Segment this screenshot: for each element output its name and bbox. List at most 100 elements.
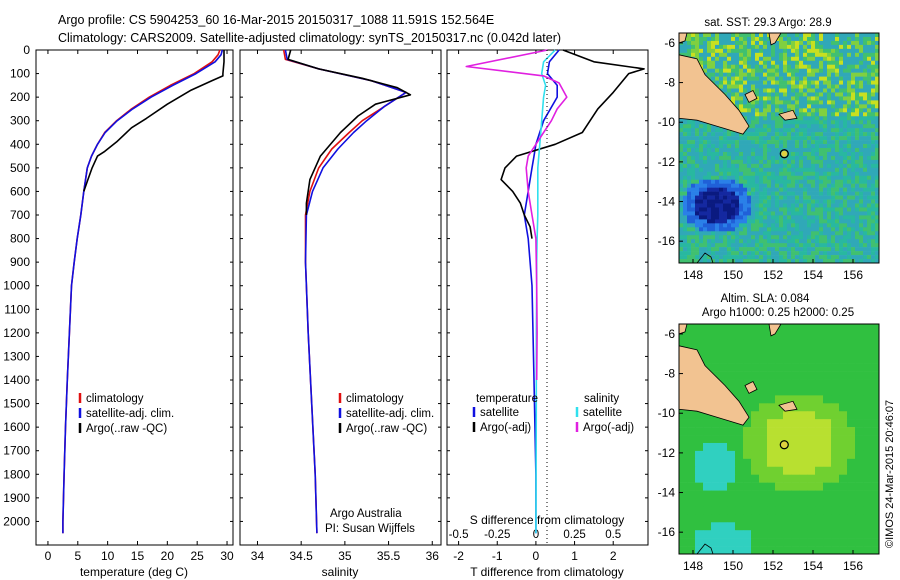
- map-cell: [855, 215, 860, 220]
- map-cell: [695, 163, 700, 169]
- map-cell: [735, 203, 740, 208]
- map-cell: [775, 76, 780, 81]
- map-cell: [855, 163, 860, 169]
- map-cell: [743, 427, 752, 436]
- map-cell: [847, 96, 852, 101]
- map-cell: [735, 223, 740, 228]
- map-cell: [743, 207, 748, 212]
- legend-label: satellite-adj. clim.: [346, 408, 434, 420]
- map-cell: [775, 419, 784, 428]
- map-cell: [807, 450, 816, 460]
- map-cell: [767, 44, 772, 50]
- map-cell: [835, 33, 840, 38]
- map-cell: [843, 44, 848, 50]
- map-cell: [759, 235, 764, 240]
- map-cell: [855, 239, 860, 244]
- map-cell: [811, 239, 816, 244]
- map-cell: [827, 183, 832, 188]
- map-cell: [723, 211, 728, 216]
- map-cell: [867, 92, 872, 97]
- map-cell: [815, 167, 820, 173]
- map-cell: [687, 530, 696, 539]
- map-cell: [803, 255, 808, 260]
- map-cell: [687, 151, 692, 157]
- map-cell: [807, 120, 812, 125]
- map-cell: [803, 136, 808, 141]
- map-cell: [811, 187, 816, 192]
- map-cell: [755, 191, 760, 196]
- map-cell: [803, 211, 808, 216]
- map-cell: [711, 546, 720, 555]
- map-cell: [839, 243, 844, 248]
- map-cell: [731, 195, 736, 200]
- map-cell: [719, 163, 724, 169]
- map-cell: [807, 538, 816, 547]
- map-cell: [743, 163, 748, 169]
- map-cell: [867, 187, 872, 192]
- map-cell: [711, 331, 720, 341]
- map-cell: [823, 159, 828, 165]
- map-cell: [683, 167, 688, 173]
- map-cell: [779, 259, 784, 264]
- map-cell: [743, 191, 748, 196]
- map-cell: [831, 538, 840, 547]
- map-cell: [787, 171, 792, 177]
- map-cell: [807, 96, 812, 101]
- map-cell: [775, 44, 780, 50]
- map-cell: [855, 435, 864, 444]
- map-cell: [763, 195, 768, 200]
- map-cell: [759, 148, 764, 153]
- map-cell: [843, 223, 848, 228]
- map-cell: [847, 175, 852, 181]
- map-cell: [855, 506, 864, 515]
- map-cell: [847, 255, 852, 260]
- map-cell: [807, 435, 816, 444]
- map-cell: [795, 231, 800, 236]
- map-cell: [743, 96, 748, 101]
- map-cell: [691, 231, 696, 236]
- map-cell: [755, 159, 760, 165]
- map-cell: [763, 219, 768, 224]
- map-cell: [703, 60, 708, 66]
- map-cell: [687, 199, 692, 204]
- map-cell: [735, 100, 740, 105]
- map-cell: [691, 167, 696, 173]
- map-cell: [867, 191, 872, 196]
- map-cell: [719, 68, 724, 73]
- map-cell: [771, 183, 776, 188]
- map-cell: [855, 144, 860, 149]
- map-cell: [815, 522, 824, 531]
- map-cell: [799, 331, 808, 341]
- map-cell: [763, 36, 768, 42]
- map-cell: [743, 199, 748, 204]
- map-cell: [775, 215, 780, 220]
- map-cell: [731, 155, 736, 161]
- map-cell: [819, 163, 824, 169]
- map-cell: [731, 199, 736, 204]
- map-cell: [751, 331, 760, 341]
- map-cell: [871, 76, 876, 81]
- map-cell: [867, 96, 872, 101]
- map-cell: [783, 215, 788, 220]
- map-cell: [679, 155, 684, 161]
- map-cell: [679, 255, 684, 260]
- map-cell: [819, 227, 824, 232]
- map-cell: [763, 88, 768, 93]
- map-cell: [843, 195, 848, 200]
- map-cell: [811, 112, 816, 117]
- map-cell: [763, 235, 768, 240]
- map-cell: [679, 227, 684, 232]
- map-cell: [803, 219, 808, 224]
- map-cell: [787, 175, 792, 181]
- map-cell: [719, 207, 724, 212]
- map-cell: [863, 84, 868, 89]
- map-cell: [815, 60, 820, 66]
- map-cell: [735, 72, 740, 77]
- map-cell: [795, 60, 800, 66]
- map-cell: [727, 88, 732, 93]
- map-cell: [679, 522, 688, 531]
- map-cell: [807, 33, 812, 38]
- map-cell: [763, 144, 768, 149]
- map-cell: [759, 247, 764, 252]
- map-cell: [795, 112, 800, 117]
